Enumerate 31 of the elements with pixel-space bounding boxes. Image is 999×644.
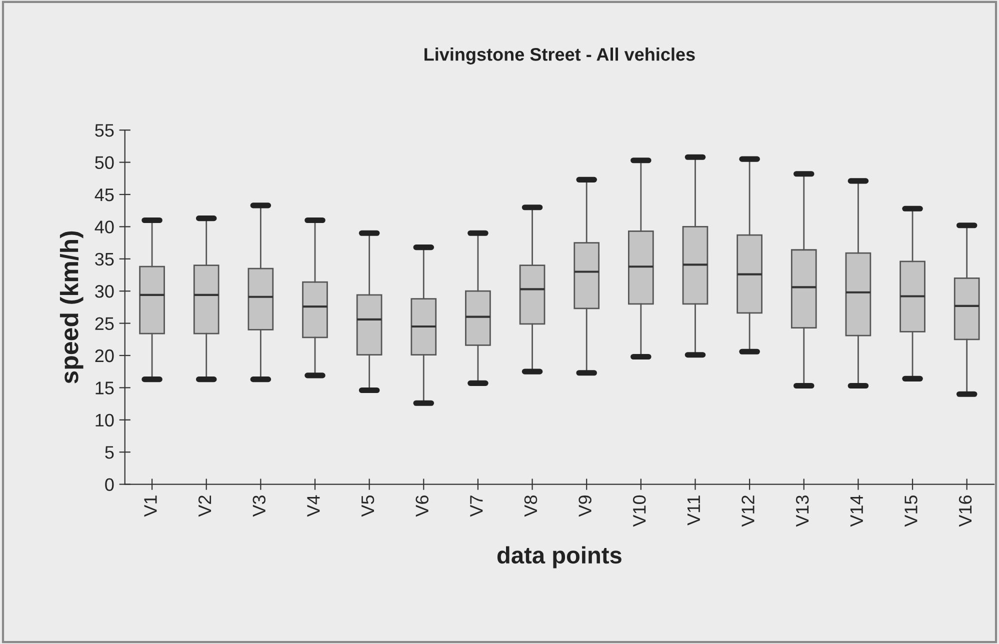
x-tick-label: V1 [144,496,157,517]
x-tick-label: V12 [742,496,754,527]
x-tick-label: V11 [687,496,700,526]
y-tick-label: 40 [94,220,114,234]
y-axis-title: speed (km/h) [60,231,84,384]
y-tick-label: 30 [95,285,114,298]
x-tick-label: V10 [632,495,646,527]
x-tick-label: V14 [850,495,863,527]
x-tick-label: V3 [252,496,266,517]
y-tick-label: 55 [95,124,114,137]
y-tick-label: 50 [95,156,114,170]
x-tick-label: V16 [958,495,972,527]
y-tick-label: 25 [95,317,114,330]
x-tick-label: V5 [362,495,374,517]
y-tick-label: 0 [105,478,114,492]
y-tick-label: 10 [96,414,114,427]
y-tick-label: 45 [94,188,114,202]
x-axis-title: data points [497,546,622,568]
x-tick-label: V9 [578,496,592,517]
chart-title: Livingstone Street - All vehicles [424,48,695,64]
x-tick-label: V13 [796,495,809,527]
x-tick-label: V8 [524,495,538,517]
x-tick-label: V4 [307,495,320,517]
x-tick-label: V7 [470,496,483,517]
y-tick-label: 20 [95,349,114,362]
x-tick-label: V2 [198,496,212,517]
y-tick-label: 15 [96,382,114,394]
y-tick-label: 5 [105,446,114,459]
x-tick-label: V6 [416,496,428,517]
x-tick-label: V15 [904,495,918,527]
y-tick-label: 35 [95,252,114,266]
